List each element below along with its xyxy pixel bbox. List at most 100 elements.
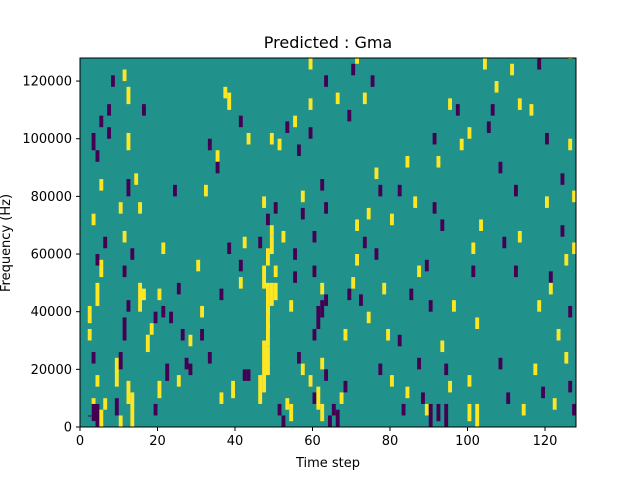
heatmap-cell	[351, 277, 356, 289]
heatmap-cell	[126, 300, 131, 312]
heatmap-cell	[401, 403, 406, 416]
heatmap-cell	[498, 357, 503, 370]
heatmap-cell	[246, 132, 251, 145]
heatmap-cell	[107, 127, 111, 139]
heatmap-cell	[514, 265, 518, 278]
heatmap-cell	[87, 415, 92, 417]
heatmap-cell	[277, 138, 282, 151]
heatmap-cell	[355, 254, 359, 266]
heatmap-cell	[328, 415, 332, 427]
heatmap-cell	[161, 305, 166, 318]
heatmap-cell	[99, 409, 104, 427]
heatmap-cell	[339, 392, 344, 404]
heatmap-cell	[417, 265, 421, 278]
heatmap-cell	[266, 213, 270, 226]
heatmap-cell	[308, 58, 313, 70]
heatmap-cell	[285, 398, 290, 410]
heatmap-cell	[432, 132, 437, 145]
heatmap-cell	[452, 300, 456, 312]
heatmap-cell	[227, 242, 232, 255]
heatmap-cell	[266, 282, 270, 318]
heatmap-cell	[312, 230, 317, 243]
heatmap-cell	[188, 334, 193, 347]
heatmap-cell	[459, 138, 464, 151]
heatmap-cell	[157, 288, 162, 301]
heatmap-cell	[467, 127, 472, 139]
heatmap-cell	[173, 184, 177, 197]
heatmap-cell	[134, 173, 139, 185]
heatmap-cell	[180, 328, 185, 341]
heatmap-cell	[95, 254, 100, 266]
heatmap-cell	[405, 156, 410, 168]
heatmap-cell	[320, 300, 325, 318]
heatmap-cell	[130, 392, 135, 427]
heatmap-cell	[138, 282, 142, 312]
heatmap-cell	[320, 357, 325, 370]
heatmap-cell	[331, 403, 336, 416]
x-tick-label: 60	[304, 434, 321, 449]
heatmap-cell	[266, 248, 270, 266]
heatmap-cell	[359, 294, 363, 306]
heatmap-cell	[390, 213, 394, 226]
heatmap-cell	[320, 179, 325, 191]
heatmap-cell	[142, 288, 146, 301]
heatmap-cell	[262, 340, 266, 364]
heatmap-cell	[343, 328, 348, 341]
heatmap-cell	[269, 132, 274, 145]
heatmap-cell	[91, 213, 96, 226]
heatmap-cell	[153, 403, 158, 416]
heatmap-cell	[91, 403, 96, 422]
heatmap-cell	[293, 115, 297, 128]
heatmap-cell	[316, 386, 321, 410]
heatmap-cell	[374, 167, 379, 180]
heatmap-cell	[409, 288, 414, 301]
heatmap-cell	[103, 398, 108, 410]
heatmap-cell	[126, 179, 131, 197]
heatmap-cell	[293, 271, 297, 283]
heatmap-cell	[95, 282, 100, 306]
heatmap-cell	[545, 196, 549, 208]
heatmap-cell	[428, 403, 433, 427]
heatmap-cell	[223, 86, 228, 99]
heatmap-cell	[258, 375, 263, 404]
x-axis-label: Time step	[295, 456, 360, 471]
heatmap-cell	[564, 352, 569, 364]
heatmap-cell	[238, 277, 243, 289]
y-tick-label: 60000	[31, 248, 72, 263]
heatmap-cell	[548, 282, 553, 295]
heatmap-cell	[335, 409, 340, 427]
heatmap-cell	[242, 369, 247, 381]
heatmap-cell	[572, 403, 576, 416]
heatmap-cell	[281, 230, 286, 243]
heatmap-cell	[382, 282, 387, 295]
heatmap-cell	[397, 184, 402, 197]
heatmap-cell	[335, 92, 340, 105]
heatmap-cell	[207, 352, 212, 364]
heatmap-cell	[219, 288, 224, 301]
heatmap-cell	[362, 236, 367, 249]
y-tick-label: 20000	[31, 363, 72, 378]
heatmap-cell	[548, 271, 553, 283]
heatmap-cell	[552, 398, 557, 410]
heatmap-cell	[494, 81, 499, 93]
heatmap-cell	[308, 375, 313, 387]
x-tick-label: 0	[76, 434, 84, 449]
heatmap-cell	[444, 363, 449, 376]
heatmap-cell	[324, 369, 328, 381]
y-tick-label: 80000	[31, 190, 72, 205]
heatmap-cell	[153, 311, 158, 324]
heatmap-cell	[355, 58, 359, 64]
heatmap-cell	[498, 161, 503, 174]
plot-area	[79, 57, 577, 428]
heatmap-cell	[475, 403, 480, 427]
y-tick-label: 100000	[22, 132, 72, 147]
heatmap-cell	[297, 352, 301, 364]
heatmap-cell	[273, 282, 278, 301]
heatmap-cell	[467, 375, 472, 387]
heatmap-cell	[269, 282, 274, 306]
x-tick-label: 40	[227, 434, 244, 449]
heatmap-cell	[269, 225, 274, 237]
heatmap-cell	[122, 265, 127, 278]
heatmap-cell	[138, 202, 142, 214]
